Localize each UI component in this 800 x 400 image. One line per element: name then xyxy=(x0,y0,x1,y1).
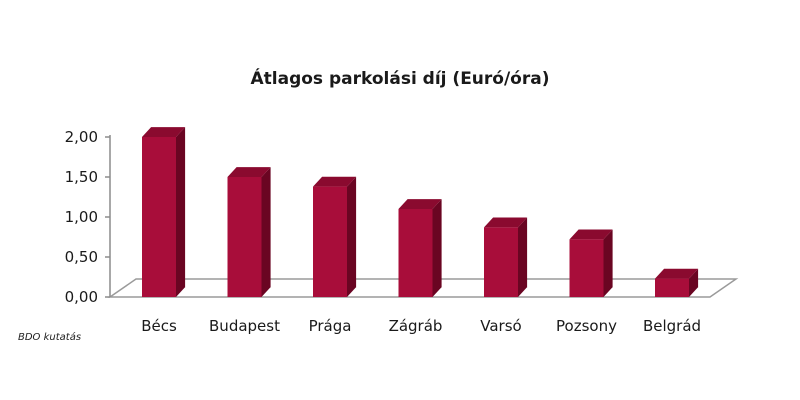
category-label: Bécs xyxy=(141,317,177,335)
category-label: Varsó xyxy=(480,317,521,335)
y-tick-label: 0,50 xyxy=(65,248,98,266)
bar-side-face xyxy=(689,268,699,297)
category-label: Pozsony xyxy=(556,317,617,335)
chart-title: Átlagos parkolási díj (Euró/óra) xyxy=(251,67,550,89)
bar xyxy=(569,229,613,297)
category-label: Budapest xyxy=(209,317,280,335)
bar xyxy=(484,217,528,297)
bar-front-face xyxy=(227,177,262,297)
bar xyxy=(142,127,186,297)
category-label: Belgrád xyxy=(643,317,701,335)
bar-side-face xyxy=(432,199,442,297)
bar-front-face xyxy=(398,209,433,297)
bar xyxy=(655,268,699,297)
y-tick-label: 1,50 xyxy=(65,168,98,186)
bar-top-face xyxy=(569,229,613,240)
bar-top-face xyxy=(313,176,357,187)
bar-top-face xyxy=(655,268,699,279)
bar-front-face xyxy=(313,186,347,297)
y-tick-label: 2,00 xyxy=(65,128,98,146)
bar-front-face xyxy=(142,137,176,297)
bar-side-face xyxy=(261,167,271,297)
bar-top-face xyxy=(227,167,271,177)
bar-top-face xyxy=(398,199,442,209)
bar-front-face xyxy=(655,278,689,297)
bar-top-face xyxy=(142,127,186,137)
bar-side-face xyxy=(176,127,186,297)
bar-front-face xyxy=(484,227,518,297)
source-note: BDO kutatás xyxy=(18,331,81,343)
bar-side-face xyxy=(347,176,357,297)
bar-front-face xyxy=(569,239,604,297)
bar-side-face xyxy=(603,229,613,297)
bar xyxy=(398,199,442,297)
bar xyxy=(313,176,357,297)
y-tick-label: 1,00 xyxy=(65,208,98,226)
category-label: Prága xyxy=(309,317,352,335)
category-label: Zágráb xyxy=(389,317,443,335)
bar xyxy=(227,167,271,297)
bar-side-face xyxy=(518,217,528,297)
bar-top-face xyxy=(484,217,528,228)
y-tick-label: 0,00 xyxy=(65,288,98,306)
